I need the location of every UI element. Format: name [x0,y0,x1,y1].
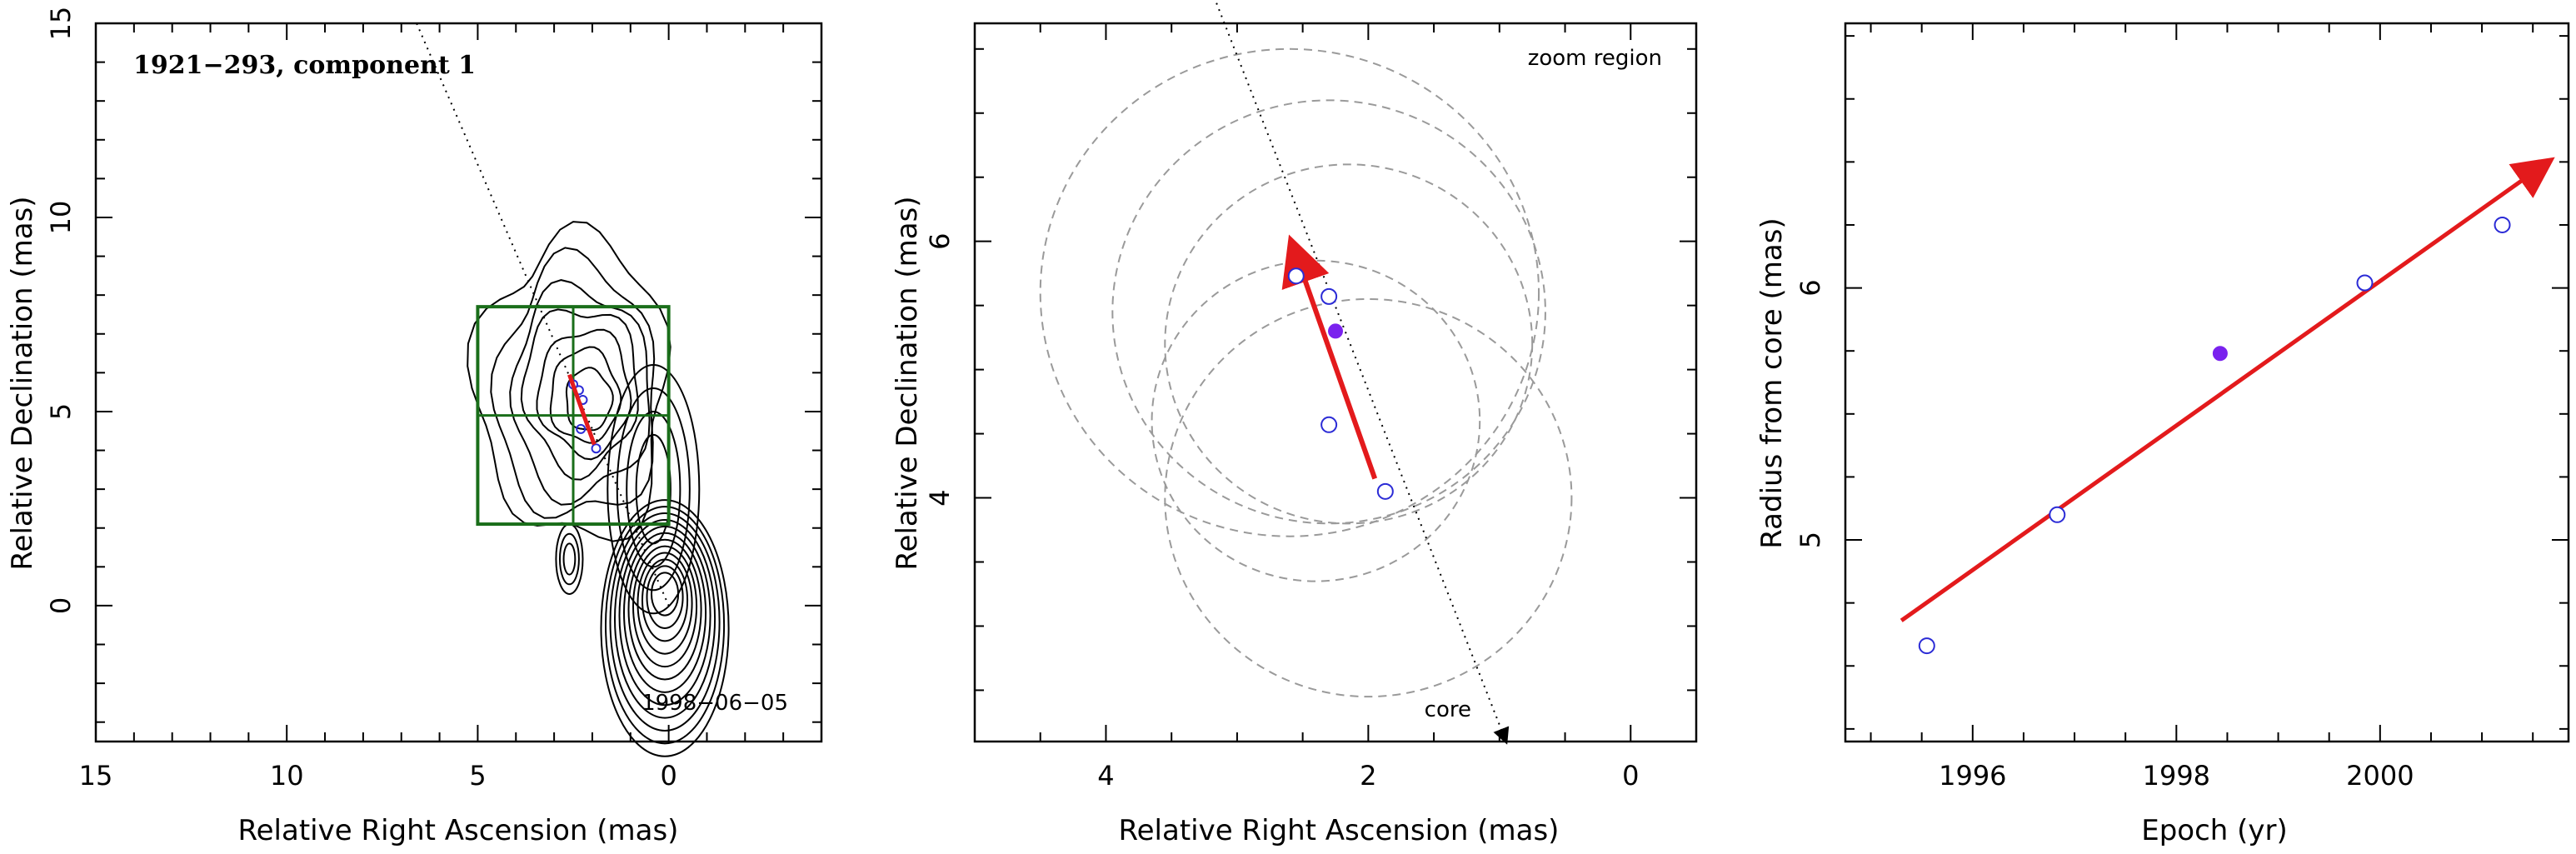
core-contour [622,532,707,693]
y-tick-label: 5 [1795,532,1826,548]
epoch-point [1320,416,1338,433]
bridge-contour [635,433,671,545]
x-tick-label: 1996 [1939,760,2006,792]
y-tick-label: 6 [924,232,956,249]
jet-contour [490,247,656,519]
core-contour [613,518,716,719]
component-points [1287,267,1394,500]
y-tick-label: 0 [45,597,77,614]
x-tick-label: 0 [660,760,676,792]
x-axis-label: Epoch (yr) [2141,814,2288,847]
core-contour [604,506,726,745]
y-tick-label: 6 [1795,279,1826,296]
y-axis-label: Radius from core (mas) [1755,217,1789,548]
axis-ticks [95,22,821,742]
y-tick-label: 5 [45,403,77,420]
error-ring [1039,47,1540,537]
epoch-point [2356,274,2374,292]
epoch-point [1287,267,1305,285]
knot-contour [562,542,577,576]
radius-epoch-panel: Epoch (yr) Radius from core (mas) 1996 19… [1755,22,2570,847]
zoom-panel: zoom region core Relative Right Ascensio… [891,0,1698,847]
component-point [576,423,587,434]
bridge-contour [616,387,691,592]
x-tick-labels: 4 2 0 [1097,760,1639,792]
x-tick-labels: 15 10 5 0 [79,760,677,792]
jet-contour [549,346,622,444]
x-tick-label: 5 [469,760,486,792]
panel-annotation: 1921−293, component 1 [133,51,476,80]
epoch-points [1918,216,2511,655]
y-tick-label: 10 [45,201,77,235]
error-ring [1164,297,1573,698]
error-ring [1111,99,1546,525]
epoch-date-label: 1998−06−05 [642,691,788,716]
x-axis-label: Relative Right Ascension (mas) [238,814,679,847]
y-tick-labels: 56 [1795,279,1826,548]
motion-vector [567,373,597,446]
image-panel: 1921−293, component 1 1998−06−05 Relativ… [6,7,823,847]
fit-line [1900,157,2555,622]
epoch-point [2049,506,2066,523]
component-point [591,443,602,454]
jet-contour [509,279,651,506]
y-tick-labels: 0 5 10 15 [45,7,77,614]
epoch-point [1376,482,1394,500]
y-tick-labels: 46 [924,232,956,506]
knot-contour [558,532,580,586]
x-axis-label: Relative Right Ascension (mas) [1119,814,1560,847]
axis-ticks [974,23,1697,742]
contour-map [467,221,730,757]
core-contour [609,512,721,732]
x-tick-label: 1998 [2143,760,2210,792]
x-tick-label: 15 [79,760,113,792]
y-axis-label: Relative Declination (mas) [6,196,39,570]
x-tick-label: 10 [270,760,304,792]
current-epoch-point [2212,346,2228,362]
y-tick-label: 4 [924,489,956,506]
motion-vector [1281,234,1378,480]
y-axis-label: Relative Declination (mas) [891,196,924,570]
error-rings [1039,47,1573,698]
plot-frame [1844,22,2570,743]
x-tick-labels: 1996 1998 2000 [1939,760,2414,792]
core-contour [618,525,711,707]
x-tick-label: 2000 [2346,760,2414,792]
x-tick-label: 4 [1097,760,1114,792]
current-epoch-point [1328,323,1343,339]
core-contour [637,552,693,655]
epoch-point [2494,216,2511,233]
plot-frame [94,22,823,743]
jet-contour [520,308,639,481]
position-angle-line [1214,0,1510,745]
x-tick-label: 2 [1360,760,1376,792]
zoom-region-label: zoom region [1528,46,1662,71]
x-tick-label: 0 [1622,760,1639,792]
core-contour [646,565,684,629]
core-contour [627,538,702,681]
y-tick-label: 15 [45,7,77,41]
epoch-point [1918,637,1935,655]
jet-contour [536,328,632,461]
core-contour [632,545,698,668]
epoch-point [1320,287,1338,305]
error-ring [1164,163,1534,525]
plot-frame [973,22,1698,743]
bridge-contour [607,364,701,615]
core-contour [600,499,730,757]
axis-ticks [1845,23,2569,742]
bridge-contour [626,410,681,568]
position-angle-line [416,22,670,607]
core-label: core [1425,697,1471,722]
